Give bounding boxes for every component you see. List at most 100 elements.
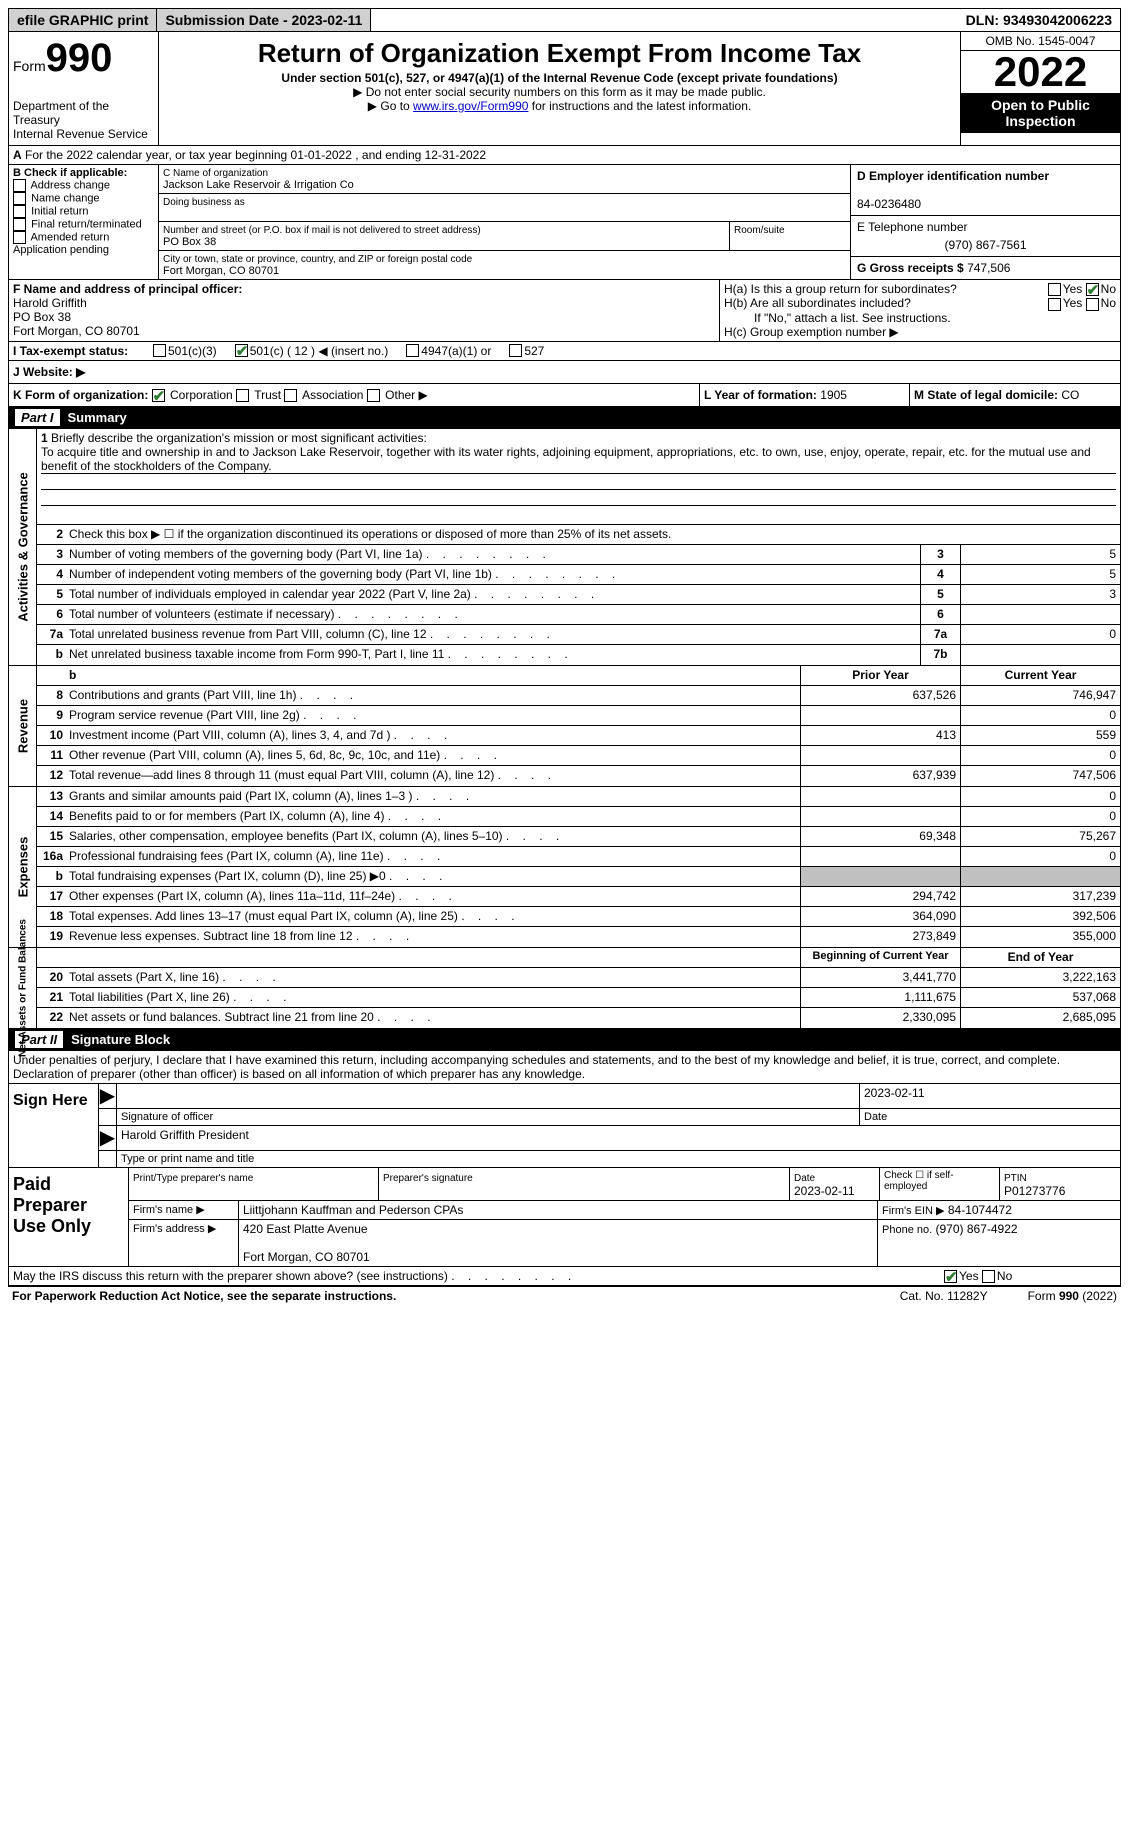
instructions-link-row: ▶ Go to www.irs.gov/Form990 for instruct…	[163, 99, 956, 113]
activities-governance: Activities & Governance 1 Briefly descri…	[8, 429, 1121, 666]
summary-row: 20Total assets (Part X, line 16)3,441,77…	[37, 968, 1120, 988]
check-4947[interactable]	[406, 344, 419, 357]
check-initial-return[interactable]	[13, 205, 26, 218]
section-i: I Tax-exempt status: 501(c)(3) 501(c) ( …	[8, 342, 1121, 361]
expenses-section: Expenses 13Grants and similar amounts pa…	[8, 787, 1121, 948]
section-d: D Employer identification number 84-0236…	[851, 165, 1120, 216]
sig-arrow-icon-2: ▶	[99, 1126, 117, 1150]
telephone: (970) 867-7561	[857, 234, 1114, 252]
section-klm: K Form of organization: Corporation Trus…	[8, 384, 1121, 407]
officer-street: PO Box 38	[13, 310, 71, 324]
summary-row: 18Total expenses. Add lines 13–17 (must …	[37, 907, 1120, 927]
officer-city: Fort Morgan, CO 80701	[13, 324, 140, 338]
block-bcdeg: B Check if applicable: Address change Na…	[8, 165, 1121, 280]
submission-date: Submission Date - 2023-02-11	[157, 9, 371, 31]
check-hb-no[interactable]	[1086, 298, 1099, 311]
revenue-section: Revenue b Prior Year Current Year 8Contr…	[8, 666, 1121, 787]
sig-arrow-icon: ▶	[99, 1084, 117, 1108]
dln: DLN: 93493042006223	[958, 9, 1120, 31]
irs-link[interactable]: www.irs.gov/Form990	[413, 99, 528, 113]
section-m: M State of legal domicile: CO	[910, 384, 1120, 406]
check-other[interactable]	[367, 389, 380, 402]
summary-row: 22Net assets or fund balances. Subtract …	[37, 1008, 1120, 1028]
check-527[interactable]	[509, 344, 522, 357]
section-h: H(a) Is this a group return for subordin…	[720, 280, 1120, 341]
summary-row: 21Total liabilities (Part X, line 26)1,1…	[37, 988, 1120, 1008]
summary-row: 15Salaries, other compensation, employee…	[37, 827, 1120, 847]
summary-row: 14Benefits paid to or for members (Part …	[37, 807, 1120, 827]
firm-name: Liittjohann Kauffman and Pederson CPAs	[239, 1201, 878, 1219]
firm-phone: (970) 867-4922	[936, 1222, 1018, 1236]
summary-row: 9Program service revenue (Part VIII, lin…	[37, 706, 1120, 726]
section-e: E Telephone number (970) 867-7561	[851, 216, 1120, 257]
prep-date: 2023-02-11	[794, 1184, 855, 1198]
summary-row: 8Contributions and grants (Part VIII, li…	[37, 686, 1120, 706]
summary-row: 7aTotal unrelated business revenue from …	[37, 625, 1120, 645]
summary-row: 11Other revenue (Part VIII, column (A), …	[37, 746, 1120, 766]
signature-block: Under penalties of perjury, I declare th…	[8, 1051, 1121, 1168]
summary-row: 10Investment income (Part VIII, column (…	[37, 726, 1120, 746]
org-name: Jackson Lake Reservoir & Irrigation Co	[163, 179, 354, 191]
summary-row: 17Other expenses (Part IX, column (A), l…	[37, 887, 1120, 907]
gross-receipts: 747,506	[967, 261, 1010, 275]
firm-address2: Fort Morgan, CO 80701	[243, 1250, 370, 1264]
check-trust[interactable]	[236, 389, 249, 402]
section-l: L Year of formation: 1905	[700, 384, 910, 406]
firm-ein: 84-1074472	[948, 1203, 1012, 1217]
tax-year: 2022	[961, 51, 1120, 93]
summary-row: bTotal fundraising expenses (Part IX, co…	[37, 867, 1120, 887]
form-header: Form990 Department of the Treasury Inter…	[8, 32, 1121, 146]
efile-print-button[interactable]: efile GRAPHIC print	[9, 9, 157, 31]
paid-preparer-label: Paid Preparer Use Only	[9, 1168, 129, 1266]
check-name-change[interactable]	[13, 192, 26, 205]
section-j: J Website: ▶	[8, 361, 1121, 384]
rev-header-row: b Prior Year Current Year	[37, 666, 1120, 686]
part-1-header: Part I Summary	[8, 407, 1121, 429]
check-final-return[interactable]	[13, 218, 26, 231]
officer-name: Harold Griffith	[13, 296, 87, 310]
check-association[interactable]	[284, 389, 297, 402]
section-g: G Gross receipts $ 747,506	[851, 257, 1120, 279]
line-1-mission: 1 Briefly describe the organization's mi…	[37, 429, 1120, 525]
part-2-header: Part II Signature Block	[8, 1029, 1121, 1051]
ptin: P01273776	[1004, 1184, 1065, 1198]
page-footer: For Paperwork Reduction Act Notice, see …	[8, 1286, 1121, 1305]
sig-officer-label: Signature of officer	[117, 1109, 860, 1125]
sig-date-value: 2023-02-11	[860, 1084, 1120, 1108]
check-hb-yes[interactable]	[1048, 298, 1061, 311]
form-number: Form990	[13, 36, 154, 81]
top-bar: efile GRAPHIC print Submission Date - 20…	[8, 8, 1121, 32]
check-address-change[interactable]	[13, 179, 26, 192]
check-ha-yes[interactable]	[1048, 283, 1061, 296]
ssn-warning: ▶ Do not enter social security numbers o…	[163, 85, 956, 99]
dept-treasury: Department of the Treasury	[13, 99, 154, 127]
section-k: K Form of organization: Corporation Trus…	[9, 384, 700, 406]
block-fh: F Name and address of principal officer:…	[8, 280, 1121, 342]
check-501c3[interactable]	[153, 344, 166, 357]
check-amended-return[interactable]	[13, 231, 26, 244]
check-discuss-yes[interactable]	[944, 1270, 957, 1283]
check-501c[interactable]	[235, 344, 248, 357]
section-c: C Name of organization Jackson Lake Rese…	[159, 165, 850, 279]
check-discuss-no[interactable]	[982, 1270, 995, 1283]
vlabel-ag: Activities & Governance	[9, 429, 37, 665]
net-assets-section: Net Assets or Fund Balances Beginning of…	[8, 948, 1121, 1029]
na-header-row: Beginning of Current Year End of Year	[37, 948, 1120, 968]
line-a: A For the 2022 calendar year, or tax yea…	[8, 146, 1121, 165]
form-subtitle: Under section 501(c), 527, or 4947(a)(1)…	[163, 71, 956, 85]
sig-date-label: Date	[860, 1109, 1120, 1125]
summary-row: 16aProfessional fundraising fees (Part I…	[37, 847, 1120, 867]
mission-text: To acquire title and ownership in and to…	[41, 445, 1116, 474]
summary-row: 19Revenue less expenses. Subtract line 1…	[37, 927, 1120, 947]
check-corporation[interactable]	[152, 389, 165, 402]
summary-row: 6Total number of volunteers (estimate if…	[37, 605, 1120, 625]
open-to-public: Open to Public Inspection	[961, 93, 1120, 133]
summary-row: 5Total number of individuals employed in…	[37, 585, 1120, 605]
section-b: B Check if applicable: Address change Na…	[9, 165, 159, 279]
ein: 84-0236480	[857, 197, 921, 211]
vlabel-na: Net Assets or Fund Balances	[9, 948, 37, 1028]
check-self-employed[interactable]: Check ☐ if self-employed	[880, 1168, 1000, 1200]
irs-label: Internal Revenue Service	[13, 127, 154, 141]
discuss-row: May the IRS discuss this return with the…	[8, 1267, 1121, 1286]
check-ha-no[interactable]	[1086, 283, 1099, 296]
